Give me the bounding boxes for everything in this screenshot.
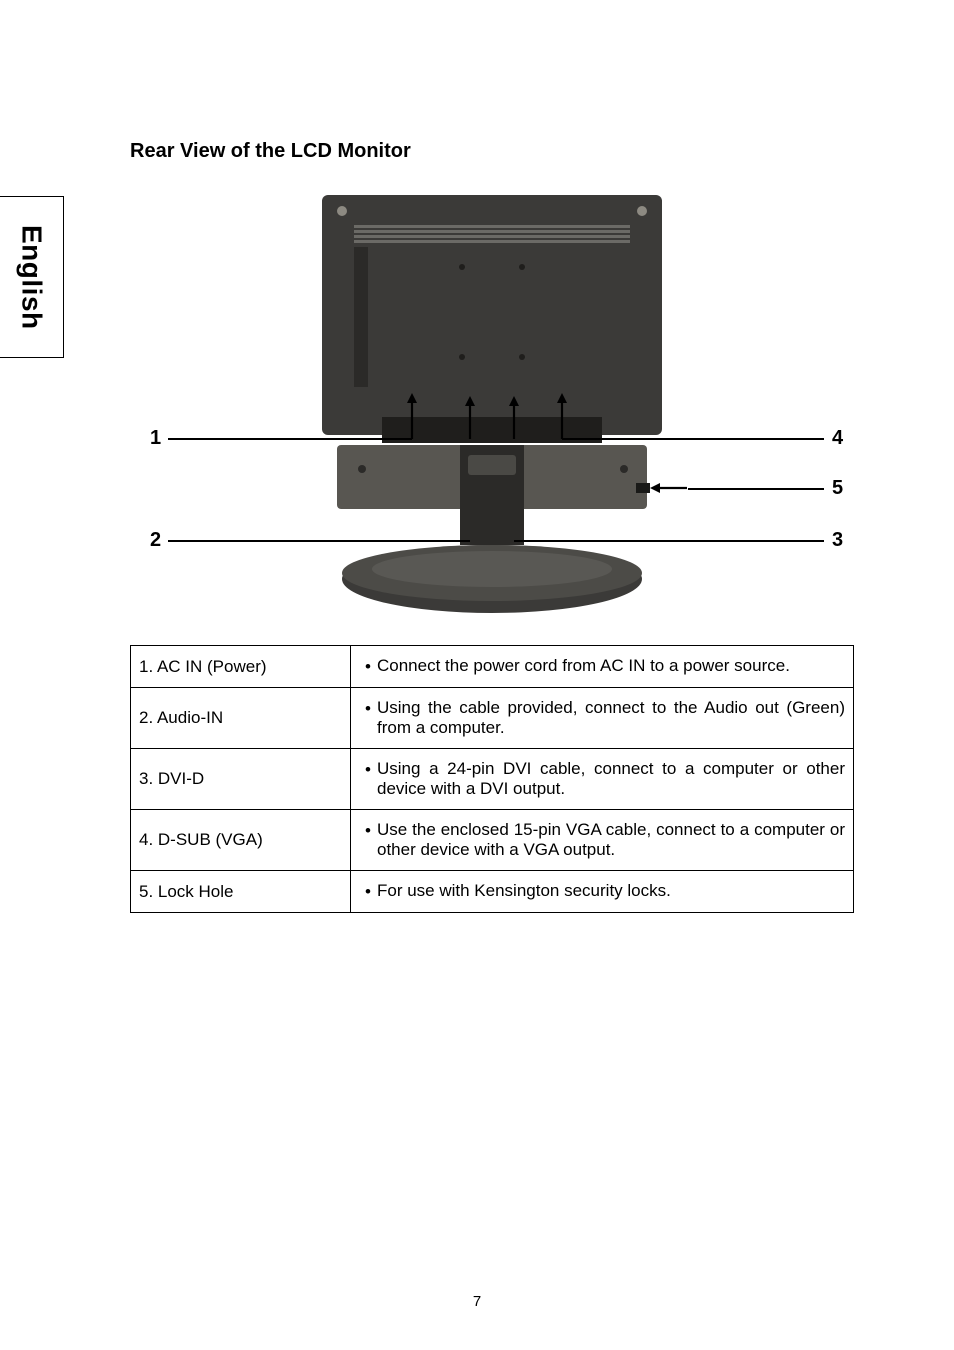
port-desc-text: Connect the power cord from AC IN to a p… xyxy=(377,656,845,676)
callout-5-line xyxy=(688,488,824,490)
callout-4: 4 xyxy=(832,427,843,450)
callout-3: 3 xyxy=(832,529,843,552)
port-label: 3. DVI-D xyxy=(131,749,351,810)
port-desc-text: For use with Kensington security locks. xyxy=(377,881,845,901)
ports-table: 1. AC IN (Power) • Connect the power cor… xyxy=(130,645,854,913)
port-desc-text: Use the enclosed 15-pin VGA cable, conne… xyxy=(377,820,845,860)
table-row: 1. AC IN (Power) • Connect the power cor… xyxy=(131,646,854,688)
port-label: 2. Audio-IN xyxy=(131,688,351,749)
port-desc: • Using the cable provided, connect to t… xyxy=(351,688,854,749)
callout-4-line xyxy=(562,438,824,440)
language-tab: English xyxy=(0,196,64,358)
page-heading: Rear View of the LCD Monitor xyxy=(130,140,854,163)
port-desc-text: Using the cable provided, connect to the… xyxy=(377,698,845,738)
callout-3-line xyxy=(514,540,824,542)
table-row: 2. Audio-IN • Using the cable provided, … xyxy=(131,688,854,749)
monitor-rear-illustration xyxy=(292,187,692,617)
table-row: 4. D-SUB (VGA) • Use the enclosed 15-pin… xyxy=(131,810,854,871)
port-label: 1. AC IN (Power) xyxy=(131,646,351,688)
port-desc: • For use with Kensington security locks… xyxy=(351,871,854,913)
callout-5: 5 xyxy=(832,477,843,500)
callout-2-line xyxy=(168,540,470,542)
port-label: 4. D-SUB (VGA) xyxy=(131,810,351,871)
table-row: 5. Lock Hole • For use with Kensington s… xyxy=(131,871,854,913)
port-label: 5. Lock Hole xyxy=(131,871,351,913)
table-row: 3. DVI-D • Using a 24-pin DVI cable, con… xyxy=(131,749,854,810)
figure: 1 4 5 2 3 xyxy=(132,187,852,617)
page-number: 7 xyxy=(0,1293,954,1310)
port-desc: • Using a 24-pin DVI cable, connect to a… xyxy=(351,749,854,810)
port-desc: • Use the enclosed 15-pin VGA cable, con… xyxy=(351,810,854,871)
page-content: Rear View of the LCD Monitor xyxy=(0,0,954,913)
bullet-icon: • xyxy=(359,820,377,841)
bullet-icon: • xyxy=(359,698,377,719)
bullet-icon: • xyxy=(359,656,377,677)
bullet-icon: • xyxy=(359,759,377,780)
callout-1-line xyxy=(168,438,412,440)
language-tab-text: English xyxy=(16,225,48,330)
port-desc: • Connect the power cord from AC IN to a… xyxy=(351,646,854,688)
callout-1: 1 xyxy=(150,427,161,450)
callout-2: 2 xyxy=(150,529,161,552)
bullet-icon: • xyxy=(359,881,377,902)
port-desc-text: Using a 24-pin DVI cable, connect to a c… xyxy=(377,759,845,799)
